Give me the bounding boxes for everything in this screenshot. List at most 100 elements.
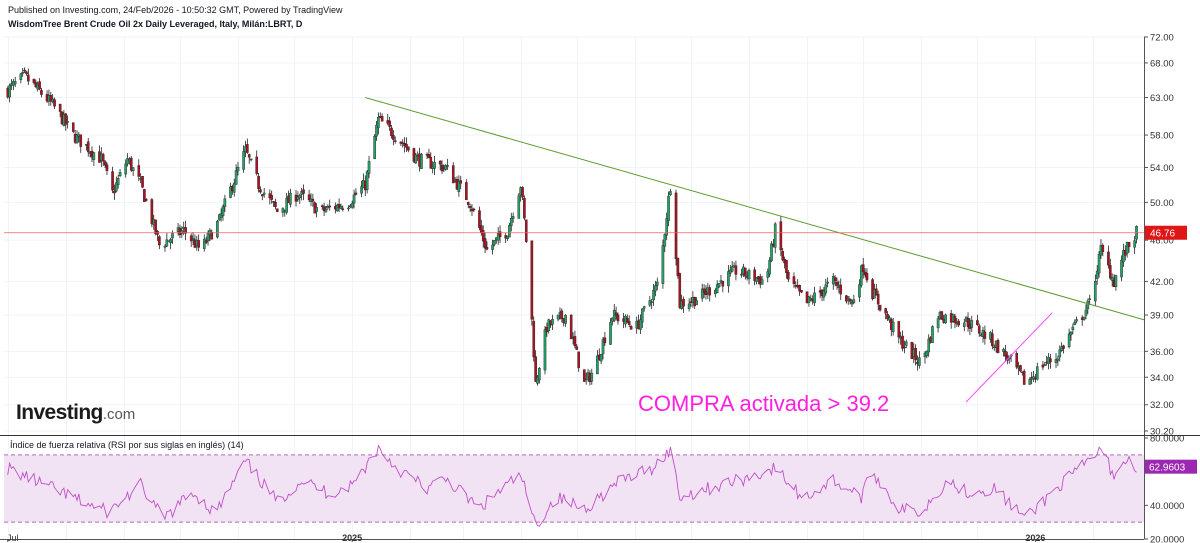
candle-body [661,245,665,284]
candle-body [556,314,560,320]
candle-body [298,195,302,199]
candle-body [438,160,442,165]
candle-body [601,339,605,354]
candle-body [1054,359,1058,363]
candle-body [377,117,380,128]
candle-body [779,221,783,251]
signal-line [965,312,1053,403]
candle-body [717,283,721,288]
candle-body [569,314,573,340]
candle-body [498,231,502,238]
candle-body [27,74,30,82]
candle-body [590,372,594,382]
candle-body [509,218,513,227]
rsi-line [7,444,1137,527]
candle-body [1062,345,1065,349]
candle-body [508,225,511,238]
candle-body [687,303,691,309]
candle-body [407,146,410,151]
candle-body [573,336,577,347]
candle-body [485,247,489,250]
candle-body [773,223,777,248]
candle-body [118,172,122,177]
candle-body [86,141,90,153]
candle-body [1071,326,1075,331]
candle-body [730,266,734,272]
candle-body [390,127,393,136]
candle-body [536,377,539,384]
candle-body [886,314,889,320]
candle-body [53,99,56,107]
candle-body [1084,309,1088,316]
candle-body [715,284,719,293]
candle-body [743,267,747,277]
candle-body [103,161,107,166]
candle-body [708,287,712,296]
candle-body [171,233,174,239]
candle-body [609,322,612,345]
candle-body [936,318,940,329]
candle-body [365,171,369,190]
price-axis[interactable]: 72.00 68.00 63.00 58.00 54.00 50.00 46.00 42.00… [1144,33,1174,438]
candle-body [582,369,586,382]
candle-body [755,277,758,282]
candle-body [700,288,704,299]
candle-body [223,198,227,207]
candle-body [983,331,987,339]
candle-body [71,122,75,132]
candle-body [1041,364,1045,368]
candle-body [337,204,341,208]
candle-body [392,135,395,140]
candle-body [940,311,944,320]
candle-body [970,320,974,328]
candle-body [274,202,277,207]
candle-body [616,314,620,322]
candle-body [1101,245,1105,252]
time-axis[interactable]: Jul 2025 2026 [7,533,1045,543]
candle-body [1022,370,1026,385]
candle-body [259,189,262,193]
candle-body [871,279,874,300]
candle-body [236,167,240,172]
candle-body [75,134,79,143]
candle-body [433,162,436,169]
candle-body [8,85,11,98]
candle-body [105,164,109,171]
candle-body [1094,280,1097,302]
candle-body [822,290,826,298]
candle-body [19,73,23,81]
candle-body [729,269,732,274]
published-line: Published on Investing.com, 24/Feb/2026 … [8,5,343,15]
candle-body [468,206,472,208]
candle-body [210,231,214,240]
candle-body [523,198,526,219]
candle-body [627,320,631,325]
candle-body [626,318,629,322]
candle-body [32,78,36,83]
logo-domain: .com [102,406,136,423]
candle-body [654,285,657,292]
candle-body [444,165,448,170]
candle-body [770,243,773,261]
candle-body [493,240,496,245]
candle-body [1088,298,1092,300]
candle-body [246,144,249,153]
candle-body [320,205,324,207]
last-price-tag-bg [1145,225,1187,240]
candle-body [257,176,260,189]
candle-body [375,125,378,137]
downtrend-line [365,97,1145,321]
candle-body [614,312,618,316]
candle-body [141,176,144,188]
candle-body [875,288,878,296]
price-tick-label: 30.20 [1150,427,1174,438]
rsi-axis[interactable]: 80.0000 40.0000 20.0000 [1144,434,1184,543]
candle-body [393,140,397,142]
candle-body [721,280,725,287]
candle-body [835,281,839,286]
rsi-tick-label: 40.0000 [1150,501,1184,512]
candle-body [40,90,43,95]
rsi-value-tag: 62.9603 [1145,459,1197,474]
price-tick-label: 46.00 [1150,236,1174,247]
